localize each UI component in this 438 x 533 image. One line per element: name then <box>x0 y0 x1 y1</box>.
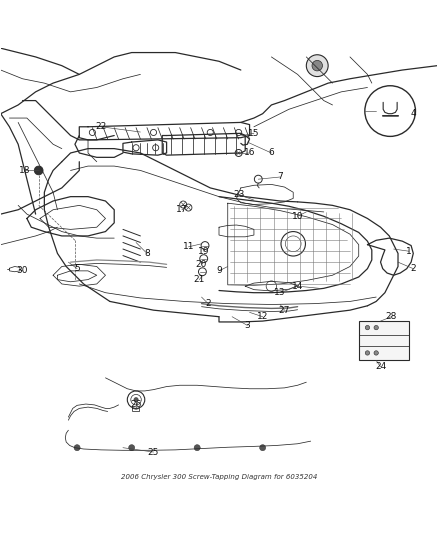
Text: 30: 30 <box>17 266 28 276</box>
Text: 20: 20 <box>196 260 207 269</box>
Text: 28: 28 <box>386 312 397 321</box>
Text: 24: 24 <box>375 362 386 372</box>
Text: 1: 1 <box>406 247 412 256</box>
Circle shape <box>306 55 328 77</box>
Circle shape <box>365 351 370 355</box>
Circle shape <box>374 326 378 330</box>
Text: 19: 19 <box>198 247 209 256</box>
Text: 8: 8 <box>144 249 150 258</box>
Text: 25: 25 <box>148 448 159 457</box>
Text: 27: 27 <box>279 305 290 314</box>
Circle shape <box>34 166 43 175</box>
Circle shape <box>365 86 416 136</box>
Text: 23: 23 <box>233 190 244 199</box>
Circle shape <box>365 326 370 330</box>
Text: 13: 13 <box>274 288 286 297</box>
Text: 11: 11 <box>183 243 194 252</box>
Text: 18: 18 <box>19 166 31 175</box>
Text: 4: 4 <box>410 109 416 118</box>
Text: 5: 5 <box>74 264 80 273</box>
Text: 26: 26 <box>131 400 142 408</box>
Text: 16: 16 <box>244 149 255 157</box>
Text: 6: 6 <box>268 149 274 157</box>
Circle shape <box>129 445 135 451</box>
Circle shape <box>134 398 138 402</box>
Text: 22: 22 <box>95 122 107 131</box>
Text: 7: 7 <box>277 173 283 182</box>
Text: 9: 9 <box>216 266 222 276</box>
Text: 2: 2 <box>205 299 211 308</box>
Circle shape <box>74 445 80 451</box>
Circle shape <box>260 445 266 451</box>
Text: 15: 15 <box>248 129 260 138</box>
Text: 17: 17 <box>176 205 187 214</box>
Circle shape <box>312 60 322 71</box>
FancyBboxPatch shape <box>359 321 409 360</box>
Text: 10: 10 <box>292 212 304 221</box>
Circle shape <box>374 351 378 355</box>
Text: 2006 Chrysler 300 Screw-Tapping Diagram for 6035204: 2006 Chrysler 300 Screw-Tapping Diagram … <box>121 473 317 480</box>
Circle shape <box>194 445 200 451</box>
Text: 21: 21 <box>194 275 205 284</box>
Text: 2: 2 <box>410 264 416 273</box>
Text: 14: 14 <box>292 281 303 290</box>
Text: 12: 12 <box>257 312 268 321</box>
Text: 3: 3 <box>244 321 250 330</box>
